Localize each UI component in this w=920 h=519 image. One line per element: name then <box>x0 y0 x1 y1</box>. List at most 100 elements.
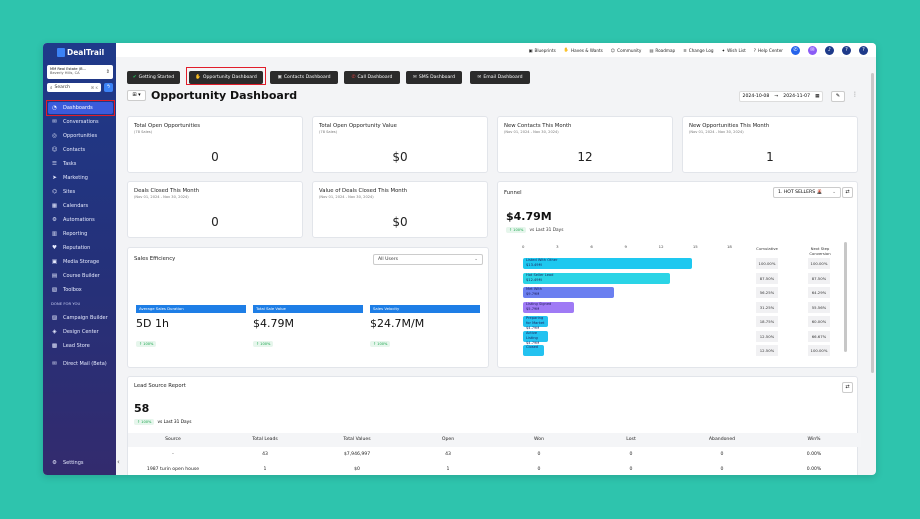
sidebar-item-reporting[interactable]: ▥ Reporting <box>48 228 113 240</box>
more-options-icon[interactable]: ⋮ <box>852 91 858 98</box>
tab-email-dashboard[interactable]: ✉ Email Dashboard <box>470 71 530 84</box>
phone-icon[interactable]: ✆ <box>791 45 800 55</box>
column-header[interactable]: Open <box>441 437 455 442</box>
toolbox-icon: ▧ <box>51 287 58 293</box>
sms-icon: ✉ <box>412 75 417 80</box>
card-title: Funnel <box>504 190 522 196</box>
column-header[interactable]: Win% <box>807 437 821 442</box>
sidebar-item-conversations[interactable]: ✉ Conversations <box>48 116 113 128</box>
next-step-cell: 55.56% <box>808 301 830 313</box>
topbar-link-roadmap[interactable]: ▤ Roadmap <box>649 47 676 53</box>
sidebar-item-calendars[interactable]: ▦ Calendars <box>48 200 113 212</box>
metric-label: Sales Velocity <box>370 305 480 313</box>
sidebar-item-tasks[interactable]: ☰ Tasks <box>48 158 113 170</box>
sidebar-item-lead-store[interactable]: ▩ Lead Store <box>48 340 113 352</box>
bell-icon[interactable]: ♪ <box>825 45 834 55</box>
topbar-link-wish-list[interactable]: ✦ Wish List <box>721 47 746 53</box>
column-header[interactable]: Lost <box>626 437 636 442</box>
swap-view-button[interactable]: ⇄ <box>842 382 853 393</box>
sidebar-item-automations[interactable]: ⚙ Automations <box>48 214 113 226</box>
table-row[interactable]: 1987 turin open house 1 $0 1 0 0 0 0.00% <box>128 463 861 475</box>
megaphone-icon[interactable]: ✉ <box>808 45 817 55</box>
contacts-icon: ☺ <box>51 147 58 153</box>
funnel-bar[interactable]: Hot Seller Lead $12.49M <box>523 272 670 284</box>
funnel-scrollbar[interactable] <box>844 242 847 352</box>
wish-icon: ✦ <box>721 47 726 53</box>
cumulative-cell: 12.50% <box>756 330 778 342</box>
metric-value: 5D 1h <box>136 317 169 330</box>
tab-contacts-dashboard[interactable]: ▣ Contacts Dashboard <box>270 71 338 84</box>
topbar-link-haves-wants[interactable]: ✋ Haves & Wants <box>563 47 603 53</box>
tab-getting-started[interactable]: ✔ Getting Started <box>127 71 180 84</box>
users-filter-select[interactable]: All Users ⌄ <box>373 254 483 265</box>
automations-icon: ⚙ <box>52 217 57 223</box>
column-header[interactable]: Abandoned <box>708 437 736 442</box>
funnel-bar[interactable]: Active Listing $4.79M <box>523 330 549 345</box>
metric-label: Total Sale Value <box>253 305 363 313</box>
date-range-picker[interactable]: 2024-10-08 → 2024-11-07 ▦ <box>739 91 823 102</box>
collapse-sidebar-icon[interactable]: ‹ <box>117 458 120 466</box>
lead-source-card: Lead Source Report ⇄ 58 ↑ 100% vs Last 3… <box>127 376 861 475</box>
column-header[interactable]: Total Values <box>343 437 371 442</box>
stat-card: Total Open Opportunity Value (78 Sales) $0 <box>312 116 488 173</box>
media-icon: ▣ <box>51 259 58 265</box>
card-title: Deals Closed This Month <box>134 188 200 194</box>
topbar-link-help-center[interactable]: ? Help Center <box>753 47 783 53</box>
funnel-bar[interactable]: Met With $9.79M <box>523 287 615 298</box>
funnel-bar[interactable]: Listing Signed $5.79M <box>523 301 575 313</box>
sidebar-item-contacts[interactable]: ☺ Contacts <box>48 144 113 156</box>
funnel-bar-value: $13.49M <box>526 263 542 267</box>
topbar-link-community[interactable]: ☺ Community <box>610 47 642 53</box>
swap-view-button[interactable]: ⇄ <box>842 187 853 198</box>
column-header[interactable]: Total Leads <box>252 437 278 442</box>
avatar[interactable]: ? <box>842 45 851 55</box>
sidebar-item-course-builder[interactable]: ▤ Course Builder <box>48 270 113 282</box>
sidebar-item-campaign-builder[interactable]: ▨ Campaign Builder <box>48 312 113 324</box>
card-subtitle: (Nov 01, 2024 - Nov 30, 2024) <box>504 130 559 134</box>
funnel-bar[interactable]: Closed <box>523 345 544 356</box>
campaign-icon: ▨ <box>51 315 58 321</box>
design-icon: ◈ <box>52 329 57 335</box>
next-step-cell: 87.50% <box>808 272 830 284</box>
tab-call-dashboard[interactable]: ✆ Call Dashboard <box>344 71 400 84</box>
sidebar-item-label: Contacts <box>63 147 86 153</box>
column-header[interactable]: Source <box>165 437 181 442</box>
sidebar-item-marketing[interactable]: ➤ Marketing <box>48 172 113 184</box>
sidebar-item-opportunities[interactable]: ◎ Opportunities <box>48 130 113 142</box>
tab-sms-dashboard[interactable]: ✉ SMS Dashboard <box>406 71 462 84</box>
tab-opportunity-dashboard[interactable]: ✋ Opportunity Dashboard <box>189 71 263 84</box>
edit-dashboard-button[interactable]: ✎ <box>831 91 845 102</box>
search-icon: ⌕ <box>50 85 53 91</box>
pipeline-select[interactable]: 1. HOT SELLERS 🌋 ⌄ <box>773 187 841 198</box>
sidebar-item-label: Settings <box>63 460 84 466</box>
table-row[interactable]: - 43 $7,946,997 43 0 0 0 0.00% <box>128 448 861 462</box>
app-logo[interactable]: DealTrail <box>57 48 104 57</box>
sidebar-item-reputation[interactable]: ♥ Reputation <box>48 242 113 254</box>
sidebar-search[interactable]: ⌕ Search ⌘ K <box>47 83 101 92</box>
funnel-total: $4.79M <box>506 210 552 223</box>
view-toggle-button[interactable]: ⊞ ▾ <box>127 90 146 101</box>
topbar-link-blueprints[interactable]: ▣ Blueprints <box>528 47 556 53</box>
sidebar-item-media-storage[interactable]: ▣ Media Storage <box>48 256 113 268</box>
opportunities-icon: ◎ <box>52 133 57 139</box>
location-switcher[interactable]: MM Real Estate (B... Beverly Hills, CA ⇕ <box>47 65 113 79</box>
sidebar-item-settings[interactable]: ⚙ Settings <box>48 457 113 469</box>
funnel-bar-label: Listing Signed <box>526 301 552 306</box>
main-scrollbar[interactable] <box>871 73 874 373</box>
funnel-bar[interactable]: Preparing for Market $4.79M <box>523 316 549 330</box>
table-cell: 43 <box>262 452 268 457</box>
table-cell: 1 <box>446 467 450 472</box>
sidebar-item-dashboards[interactable]: ◔ Dashboards <box>48 102 113 114</box>
topbar-link-change-log[interactable]: ≡ Change Log <box>683 47 714 53</box>
sidebar-item-sites[interactable]: ⌬ Sites <box>48 186 113 198</box>
stat-card: New Opportunities This Month (Nov 01, 202… <box>682 116 858 173</box>
table-cell: 0 <box>629 467 633 472</box>
funnel-bar[interactable]: Listed With Other $13.49M <box>523 258 692 269</box>
next-step-header: Next Step Conversion <box>809 246 831 256</box>
quick-action-button[interactable]: ϟ <box>104 83 113 92</box>
help-circle-icon[interactable]: ? <box>859 45 868 55</box>
sidebar-item-toolbox[interactable]: ▧ Toolbox <box>48 284 113 296</box>
column-header[interactable]: Won <box>534 437 544 442</box>
sidebar-item-direct-mail[interactable]: ✉ Direct Mail (Beta) <box>48 358 113 370</box>
sidebar-item-design-center[interactable]: ◈ Design Center <box>48 326 113 338</box>
